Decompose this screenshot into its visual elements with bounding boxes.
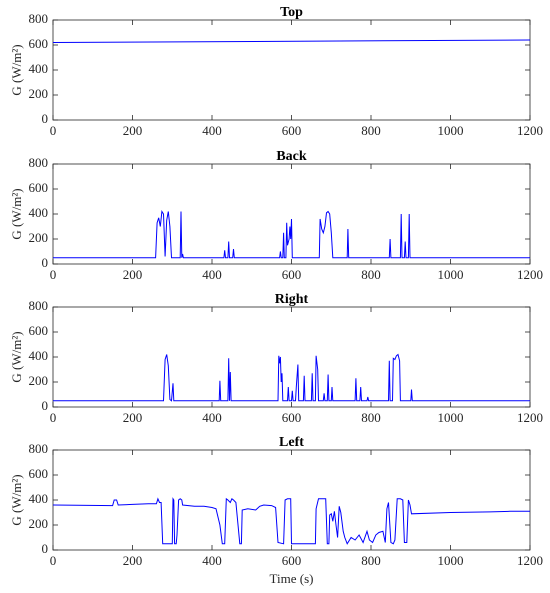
x-tick-label: 0 — [50, 123, 57, 138]
y-tick-label: 400 — [29, 348, 49, 363]
x-tick-label: 200 — [123, 410, 143, 425]
x-tick-label: 1200 — [517, 410, 543, 425]
x-tick-label: 600 — [282, 410, 302, 425]
plot-area — [52, 306, 531, 408]
x-tick-label: 600 — [282, 553, 302, 568]
x-tick-label: 1000 — [438, 123, 464, 138]
x-tick-label: 1200 — [517, 553, 543, 568]
x-axis-label: Time (s) — [270, 571, 314, 586]
x-tick-label: 1000 — [438, 267, 464, 282]
y-tick-label: 400 — [29, 491, 49, 506]
y-tick-label: 800 — [29, 155, 49, 170]
subplot-title: Top — [280, 5, 303, 20]
y-tick-label: 800 — [29, 298, 49, 313]
y-tick-label: 600 — [29, 466, 49, 481]
x-tick-label: 800 — [361, 410, 381, 425]
y-tick-label: 800 — [29, 11, 49, 26]
y-tick-label: 200 — [29, 86, 49, 101]
x-tick-label: 0 — [50, 410, 57, 425]
y-tick-label: 400 — [29, 205, 49, 220]
x-tick-label: 200 — [123, 553, 143, 568]
y-tick-label: 200 — [29, 516, 49, 531]
x-tick-label: 1000 — [438, 410, 464, 425]
series-line — [53, 353, 530, 402]
plot-area — [52, 19, 531, 121]
y-axis-label: G (W/m²) — [9, 474, 24, 525]
y-tick-label: 600 — [29, 323, 49, 338]
x-tick-label: 800 — [361, 267, 381, 282]
x-tick-label: 1200 — [517, 123, 543, 138]
x-tick-label: 1200 — [517, 267, 543, 282]
x-tick-label: 0 — [50, 553, 57, 568]
subplot-title: Back — [276, 149, 307, 164]
x-tick-label: 200 — [123, 123, 143, 138]
x-tick-label: 0 — [50, 267, 57, 282]
x-tick-label: 800 — [361, 123, 381, 138]
x-tick-label: 600 — [282, 123, 302, 138]
series-line — [53, 210, 530, 259]
x-tick-label: 200 — [123, 267, 143, 282]
y-tick-label: 0 — [42, 398, 49, 413]
x-tick-label: 400 — [202, 553, 222, 568]
y-tick-label: 200 — [29, 230, 49, 245]
y-tick-label: 0 — [42, 111, 49, 126]
y-tick-label: 200 — [29, 373, 49, 388]
x-tick-label: 400 — [202, 123, 222, 138]
y-tick-label: 0 — [42, 541, 49, 556]
subplot-title: Right — [275, 292, 309, 307]
series-line — [52, 39, 531, 43]
y-axis-label: G (W/m²) — [9, 188, 24, 239]
y-tick-label: 0 — [42, 255, 49, 270]
x-tick-label: 1000 — [438, 553, 464, 568]
series-line — [52, 497, 530, 545]
plot-area — [52, 163, 531, 265]
y-tick-label: 600 — [29, 36, 49, 51]
x-tick-label: 400 — [202, 267, 222, 282]
y-tick-label: 800 — [29, 441, 49, 456]
x-tick-label: 400 — [202, 410, 222, 425]
y-tick-label: 400 — [29, 61, 49, 76]
y-tick-label: 600 — [29, 180, 49, 195]
y-axis-label: G (W/m²) — [9, 331, 24, 382]
x-tick-label: 600 — [282, 267, 302, 282]
x-tick-label: 800 — [361, 553, 381, 568]
subplot-title: Left — [279, 435, 304, 450]
y-axis-label: G (W/m²) — [9, 44, 24, 95]
